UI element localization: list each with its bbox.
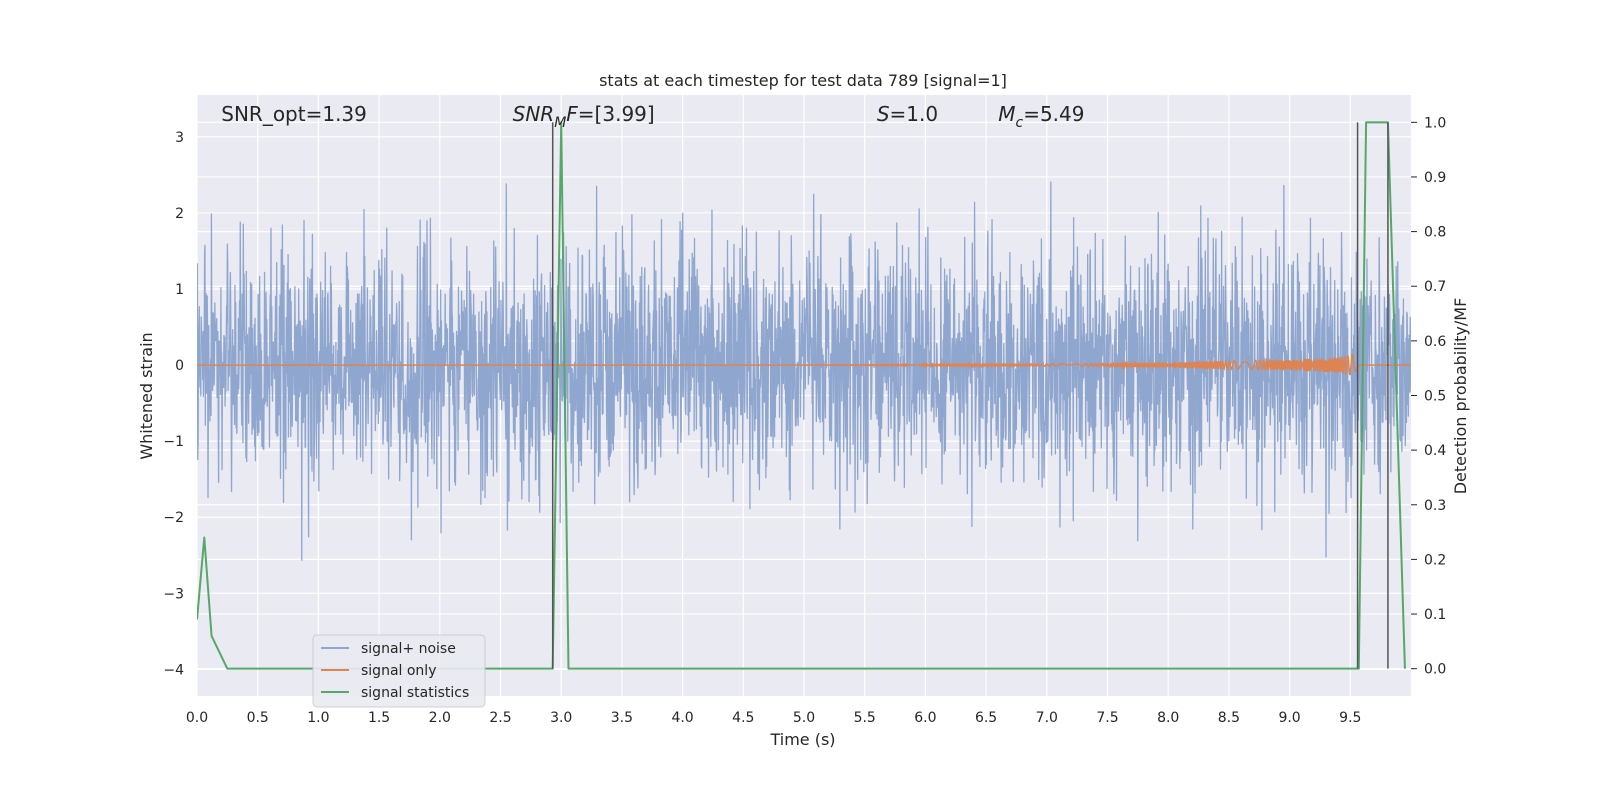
x-tick-label: 8.5 xyxy=(1218,710,1240,726)
annotation-snr-opt: SNR_opt=1.39 xyxy=(221,102,367,126)
legend: signal+ noise signal only signal statistic… xyxy=(312,634,486,708)
y-right-tick-label: 0.9 xyxy=(1424,170,1446,186)
x-tick-label: 8.0 xyxy=(1157,710,1179,726)
annotation-snr-mf: SNRMF=[3.99] xyxy=(513,102,655,131)
x-tick-label: 3.5 xyxy=(611,710,633,726)
y-left-tick-label: 2 xyxy=(175,206,184,222)
y-right-tick-label: 0.2 xyxy=(1424,552,1446,568)
y-left-tick-label: −4 xyxy=(163,662,184,678)
y-left-tick-label: −3 xyxy=(163,586,184,602)
y-axis-label-left: Whitened strain xyxy=(137,332,156,459)
x-tick-label: 1.5 xyxy=(368,710,390,726)
y-left-tick-label: 0 xyxy=(175,358,184,374)
x-tick-label: 0.0 xyxy=(186,710,208,726)
chart-title: stats at each timestep for test data 789… xyxy=(599,71,1007,90)
y-right-tick-label: 0.6 xyxy=(1424,334,1446,350)
x-tick-label: 2.5 xyxy=(489,710,511,726)
annotation-mc: Mc=5.49 xyxy=(998,102,1084,131)
annotations: SNR_opt=1.39 SNRMF=[3.99] S=1.0 Mc=5.49 xyxy=(221,102,1084,131)
x-tick-label: 9.5 xyxy=(1339,710,1361,726)
x-tick-label: 7.5 xyxy=(1096,710,1118,726)
y-right-tick-label: 0.0 xyxy=(1424,662,1446,678)
y-left-tick-label: −2 xyxy=(163,510,184,526)
x-tick-label: 9.0 xyxy=(1278,710,1300,726)
x-tick-label: 4.5 xyxy=(732,710,754,726)
x-tick-label: 6.0 xyxy=(914,710,936,726)
y-left-tick-label: 1 xyxy=(175,282,184,298)
x-tick-label: 5.5 xyxy=(854,710,876,726)
series-signal-only xyxy=(197,353,1411,376)
y-right-tick-label: 1.0 xyxy=(1424,115,1446,131)
x-tick-label: 0.5 xyxy=(247,710,269,726)
y-left-tick-label: 3 xyxy=(175,130,184,146)
y-axis-label-right: Detection probability/MF xyxy=(1451,298,1470,495)
y-right-tick-label: 0.1 xyxy=(1424,607,1446,623)
annotation-s-stat: S=1.0 xyxy=(877,102,938,126)
y-right-tick-label: 0.4 xyxy=(1424,443,1446,459)
series-signal-statistics xyxy=(197,121,1406,670)
y-right-tick-label: 0.8 xyxy=(1424,225,1446,241)
plot-series xyxy=(197,121,1411,670)
x-tick-label: 3.0 xyxy=(550,710,572,726)
legend-label: signal statistics xyxy=(361,685,469,701)
y-right-tick-label: 0.7 xyxy=(1424,279,1446,295)
x-tick-label: 7.0 xyxy=(1036,710,1058,726)
x-axis-label: Time (s) xyxy=(769,730,835,749)
x-tick-label: 4.0 xyxy=(671,710,693,726)
x-tick-label: 1.0 xyxy=(307,710,329,726)
x-tick-label: 5.0 xyxy=(793,710,815,726)
y-left-tick-label: −1 xyxy=(163,434,184,450)
x-tick-label: 2.0 xyxy=(429,710,451,726)
series-signal-noise xyxy=(197,181,1411,561)
legend-label: signal+ noise xyxy=(361,641,456,657)
y-right-tick-label: 0.5 xyxy=(1424,389,1446,405)
legend-label: signal only xyxy=(361,663,436,679)
x-tick-label: 6.5 xyxy=(975,710,997,726)
legend-box xyxy=(312,634,486,708)
plot-area xyxy=(197,121,1411,670)
axes: 0.0 0.5 1.0 1.5 2.0 2.5 3.0 3.5 4.0 4.5 5.0 5.5 6.0 6… xyxy=(163,115,1446,726)
y-right-tick-label: 0.3 xyxy=(1424,498,1446,514)
